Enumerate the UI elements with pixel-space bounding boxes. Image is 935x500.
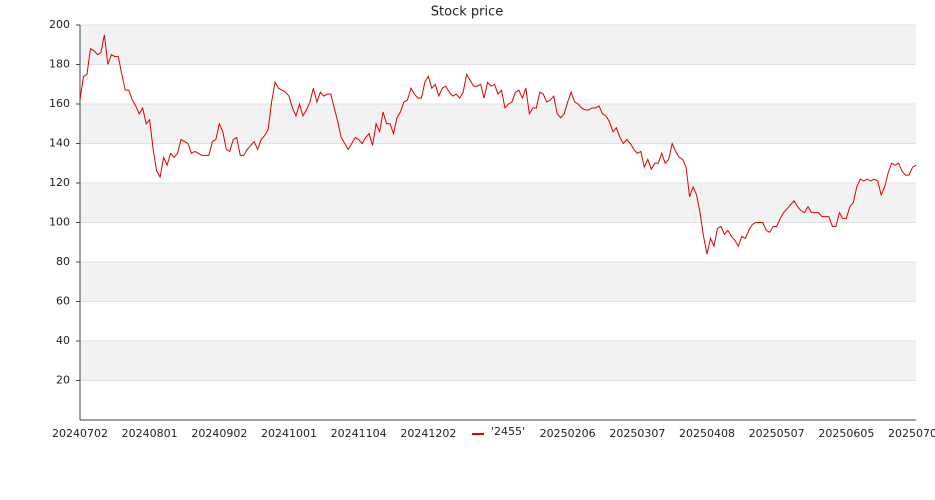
x-tick-label: 20250507 [749,427,805,440]
x-tick-label: 20241001 [261,427,317,440]
data-line [79,34,917,255]
y-tick-label: 140 [49,137,70,150]
grid-band [80,341,916,381]
y-tick-label: 160 [49,97,70,110]
y-tick-label: 100 [49,216,70,229]
x-tick-label: 20240801 [122,427,178,440]
x-tick-label: 20250704 [888,427,935,440]
legend-label: '2455' [491,425,525,438]
x-tick-label: 20241202 [400,427,456,440]
y-tick-label: 120 [49,176,70,189]
grid-band [80,104,916,144]
grid-band [80,183,916,223]
grid-band [80,262,916,302]
x-tick-label: 20250408 [679,427,735,440]
y-tick-label: 200 [49,18,70,31]
x-tick-label: 20240702 [52,427,108,440]
grid-band [80,25,916,65]
y-tick-label: 80 [56,255,70,268]
x-tick-label: 20241104 [331,427,387,440]
x-tick-label: 20250307 [609,427,665,440]
y-tick-label: 180 [49,58,70,71]
x-tick-label: 20250605 [818,427,874,440]
chart-title: Stock price [431,5,503,20]
x-tick-label: 20240902 [191,427,247,440]
legend-box [468,426,530,442]
y-tick-label: 20 [56,374,70,387]
y-tick-label: 60 [56,295,70,308]
y-tick-label: 40 [56,334,70,347]
x-tick-label: 20250206 [540,427,596,440]
